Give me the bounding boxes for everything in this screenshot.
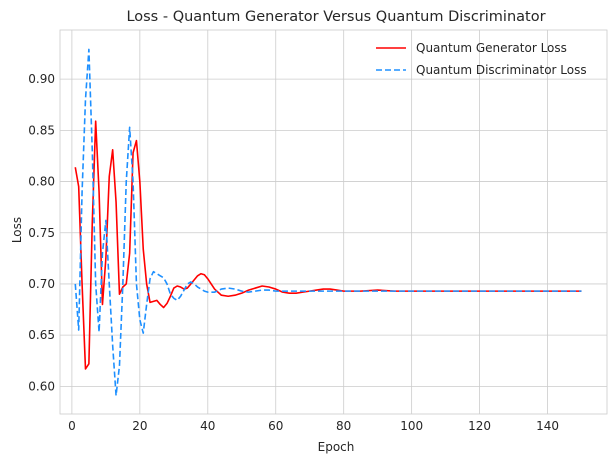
x-tick-label: 80 [336, 419, 351, 433]
y-tick-label: 0.80 [28, 175, 55, 189]
x-tick-label: 140 [536, 419, 559, 433]
x-tick-label: 100 [400, 419, 423, 433]
y-tick-label: 0.60 [28, 379, 55, 393]
y-tick-label: 0.85 [28, 123, 55, 137]
x-tick-label: 20 [132, 419, 147, 433]
discriminator-loss-line [74, 48, 582, 397]
tick-labels: 0 20 40 60 80 100 120 140 0.60 0.65 0.70 0.75 0.80 0.… [28, 72, 559, 433]
x-tick-label: 0 [68, 419, 76, 433]
grid [59, 29, 608, 415]
y-tick-label: 0.90 [28, 72, 55, 86]
y-tick-label: 0.65 [28, 328, 55, 342]
x-tick-label: 60 [268, 419, 283, 433]
legend-label-discriminator: Quantum Discriminator Loss [416, 63, 587, 77]
legend-label-generator: Quantum Generator Loss [416, 41, 567, 55]
series-layer [74, 48, 582, 397]
legend: Quantum Generator Loss Quantum Discrimin… [376, 41, 587, 77]
chart-title: Loss - Quantum Generator Versus Quantum … [126, 9, 545, 25]
x-tick-label: 40 [200, 419, 215, 433]
y-tick-label: 0.75 [28, 226, 55, 240]
plot-frame [59, 29, 608, 415]
y-axis-label: Loss [10, 217, 24, 243]
x-tick-label: 120 [468, 419, 491, 433]
y-tick-label: 0.70 [28, 277, 55, 291]
x-axis-label: Epoch [318, 440, 355, 454]
generator-loss-line [74, 120, 582, 370]
